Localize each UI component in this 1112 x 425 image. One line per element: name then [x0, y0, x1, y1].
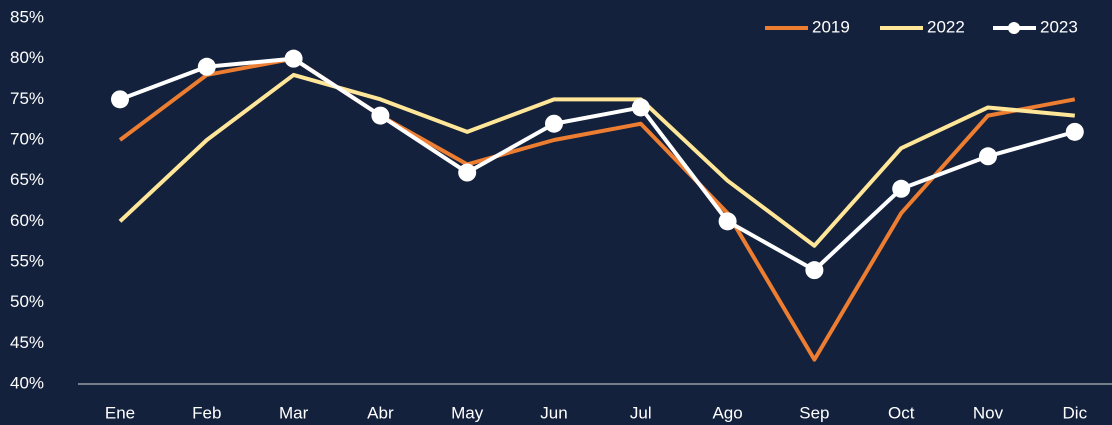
y-tick-label: 55% — [10, 251, 44, 270]
x-tick-label: Oct — [888, 403, 915, 422]
point-marker — [284, 49, 303, 68]
x-tick-label: Nov — [973, 403, 1004, 422]
x-tick-label: May — [451, 403, 484, 422]
y-tick-label: 50% — [10, 292, 44, 311]
point-marker — [1065, 122, 1084, 141]
point-marker — [458, 163, 477, 182]
x-tick-label: Ago — [712, 403, 742, 422]
legend-marker — [1008, 22, 1020, 34]
x-tick-label: Mar — [279, 403, 309, 422]
y-tick-label: 80% — [10, 48, 44, 67]
point-marker — [545, 114, 563, 133]
y-tick-label: 45% — [10, 333, 44, 352]
legend-label: 2022 — [927, 17, 965, 36]
point-marker — [111, 90, 129, 109]
x-tick-label: Ene — [105, 403, 135, 422]
point-marker — [892, 179, 911, 198]
y-tick-label: 75% — [10, 89, 44, 108]
legend-label: 2019 — [812, 17, 850, 36]
x-tick-label: Abr — [367, 403, 394, 422]
series-line — [118, 72, 1075, 248]
x-tick-label: Feb — [192, 403, 221, 422]
point-marker — [631, 98, 650, 117]
point-marker — [371, 106, 390, 125]
y-tick-label: 85% — [10, 7, 44, 26]
x-tick-label: Jul — [630, 403, 652, 422]
y-tick-label: 60% — [10, 211, 44, 230]
point-marker — [718, 212, 737, 231]
legend-label: 2023 — [1040, 17, 1078, 36]
point-marker — [197, 57, 216, 76]
x-tick-label: Dic — [1063, 403, 1088, 422]
point-marker — [805, 261, 824, 280]
y-tick-label: 70% — [10, 129, 44, 148]
x-tick-label: Sep — [799, 403, 829, 422]
y-tick-label: 40% — [10, 373, 44, 392]
series-line — [119, 56, 1076, 273]
point-marker — [979, 147, 997, 166]
y-tick-label: 65% — [10, 170, 44, 189]
series-line — [118, 56, 1076, 362]
x-tick-label: Jun — [540, 403, 567, 422]
